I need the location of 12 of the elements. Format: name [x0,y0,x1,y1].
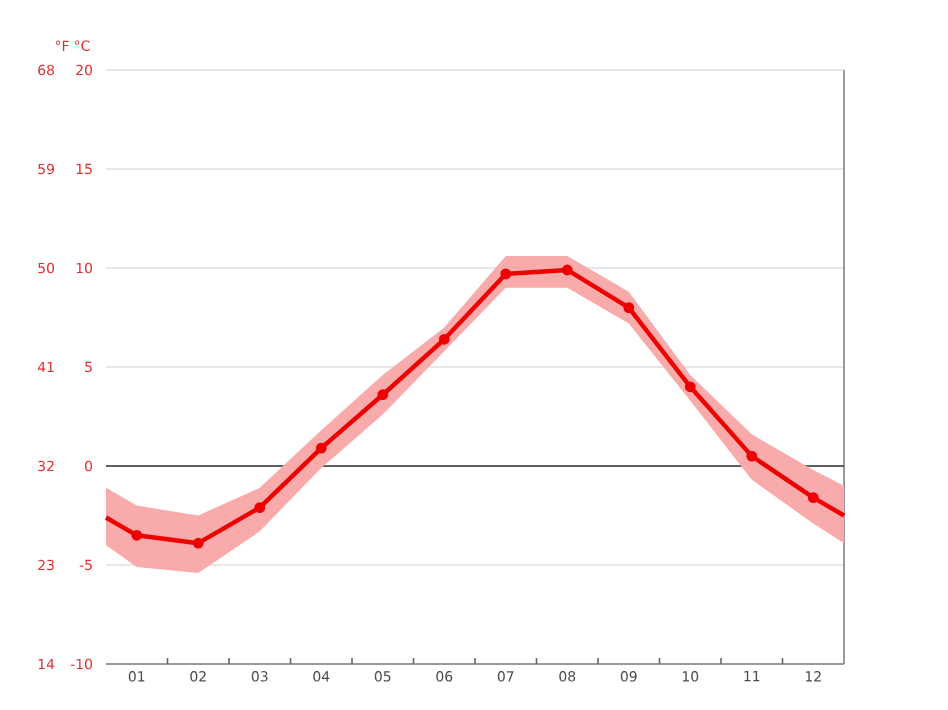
point [315,442,327,454]
point [807,492,819,504]
point [192,537,204,549]
point [623,302,635,313]
point [438,333,450,345]
point [131,529,143,541]
point [746,450,758,462]
point [684,381,696,393]
point [377,389,389,401]
point [500,268,512,280]
point [254,502,266,513]
point [561,264,573,276]
